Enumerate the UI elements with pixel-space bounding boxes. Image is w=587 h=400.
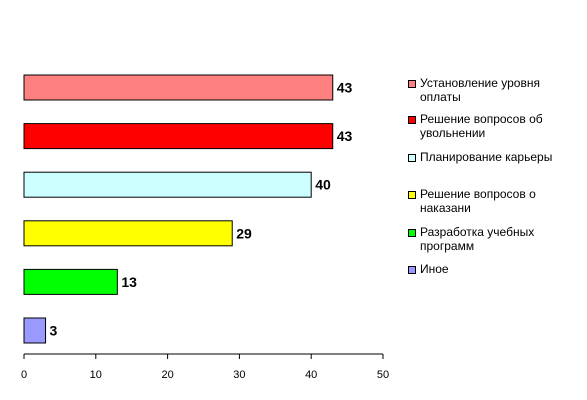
legend-swatch — [408, 154, 416, 162]
legend-swatch — [408, 229, 416, 237]
x-tick-label: 20 — [161, 369, 173, 381]
x-tick-label: 10 — [90, 369, 102, 381]
legend-item-dismissal: Решение вопросов об увольнении — [408, 112, 543, 140]
value-label: 29 — [236, 225, 252, 241]
bar-group — [23, 74, 334, 344]
legend-swatch — [408, 266, 416, 274]
legend-swatch — [408, 80, 416, 88]
legend-label: Решение вопросов о наказани — [420, 187, 536, 215]
value-label: 3 — [50, 323, 58, 339]
value-label: 43 — [337, 128, 353, 144]
bar — [23, 123, 334, 150]
bar — [23, 74, 334, 101]
value-label: 43 — [337, 80, 353, 96]
legend-item-punishment: Решение вопросов о наказани — [408, 187, 536, 215]
legend-swatch — [408, 191, 416, 199]
value-label: 13 — [121, 274, 137, 290]
legend-swatch — [408, 116, 416, 124]
legend-label: Планирование карьеры — [420, 150, 553, 164]
legend-label: Разработка учебных программ — [420, 225, 535, 253]
legend-label: Установление уровня оплаты — [420, 76, 540, 104]
x-tick-label: 50 — [377, 369, 389, 381]
legend-item-other: Иное — [408, 262, 449, 276]
bar — [23, 220, 233, 247]
legend-item-training-programs: Разработка учебных программ — [408, 225, 534, 253]
x-tick-label: 0 — [21, 369, 27, 381]
bar — [23, 171, 312, 198]
bar — [23, 317, 47, 344]
x-tick-label: 40 — [305, 369, 317, 381]
legend-item-pay-level: Установление уровня оплаты — [408, 76, 540, 104]
x-axis: 0 10 20 30 40 50 — [21, 353, 389, 381]
legend-item-career-planning: Планирование карьеры — [408, 150, 552, 164]
x-tick-label: 30 — [233, 369, 245, 381]
bar — [23, 268, 118, 295]
legend-label: Решение вопросов об увольнении — [420, 112, 543, 140]
legend-label: Иное — [420, 262, 449, 276]
value-label: 40 — [315, 177, 331, 193]
value-label-group: 43 43 40 29 13 3 — [50, 80, 353, 339]
